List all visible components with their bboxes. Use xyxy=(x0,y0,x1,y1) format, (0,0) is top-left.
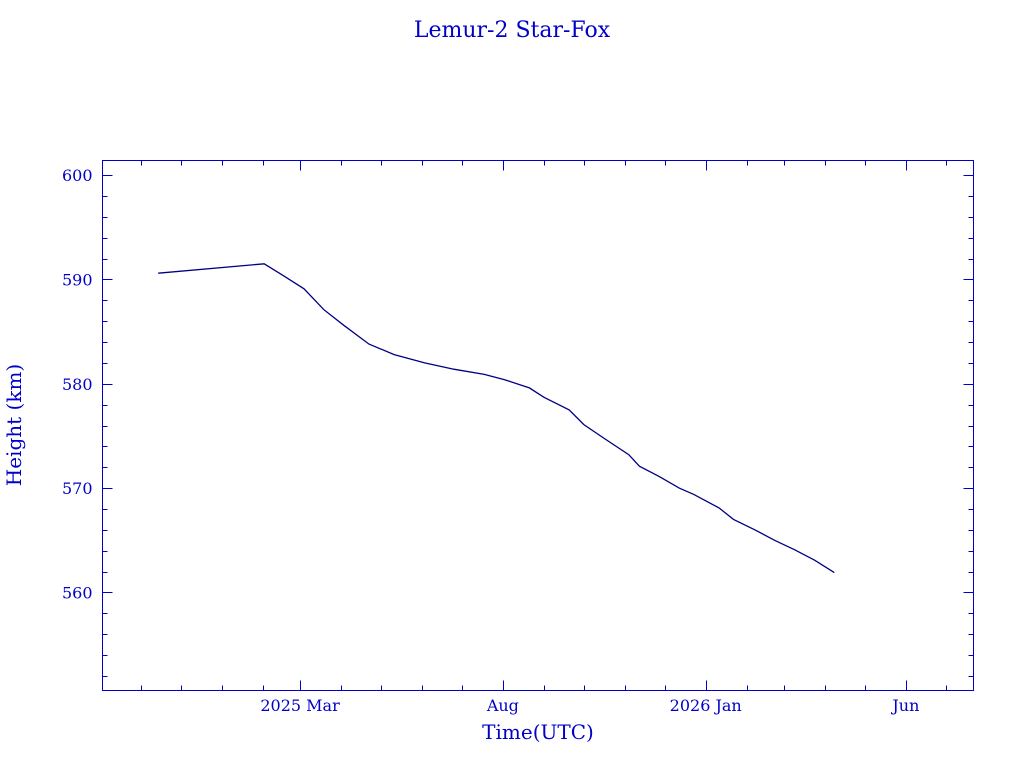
x-tick-label: Jun xyxy=(890,696,919,715)
y-tick-label: 580 xyxy=(62,375,93,394)
chart-title: Lemur-2 Star-Fox xyxy=(414,18,611,43)
x-tick-label: 2025 Mar xyxy=(260,696,340,715)
y-tick-label: 600 xyxy=(62,166,93,185)
height-series-line xyxy=(158,263,835,574)
y-tick-label: 570 xyxy=(62,479,93,498)
tick-labels: 560 570 580 590 600 2025 Mar Aug 2026 Jan Jun xyxy=(62,166,919,715)
plot-frame xyxy=(102,160,974,691)
x-axis-label: Time(UTC) xyxy=(482,720,594,744)
axis-ticks xyxy=(102,160,974,691)
x-tick-label: 2026 Jan xyxy=(670,696,742,715)
y-tick-label: 590 xyxy=(62,270,93,289)
x-tick-label: Aug xyxy=(486,696,519,715)
y-tick-label: 560 xyxy=(62,583,93,602)
y-axis-label: Height (km) xyxy=(2,364,26,486)
